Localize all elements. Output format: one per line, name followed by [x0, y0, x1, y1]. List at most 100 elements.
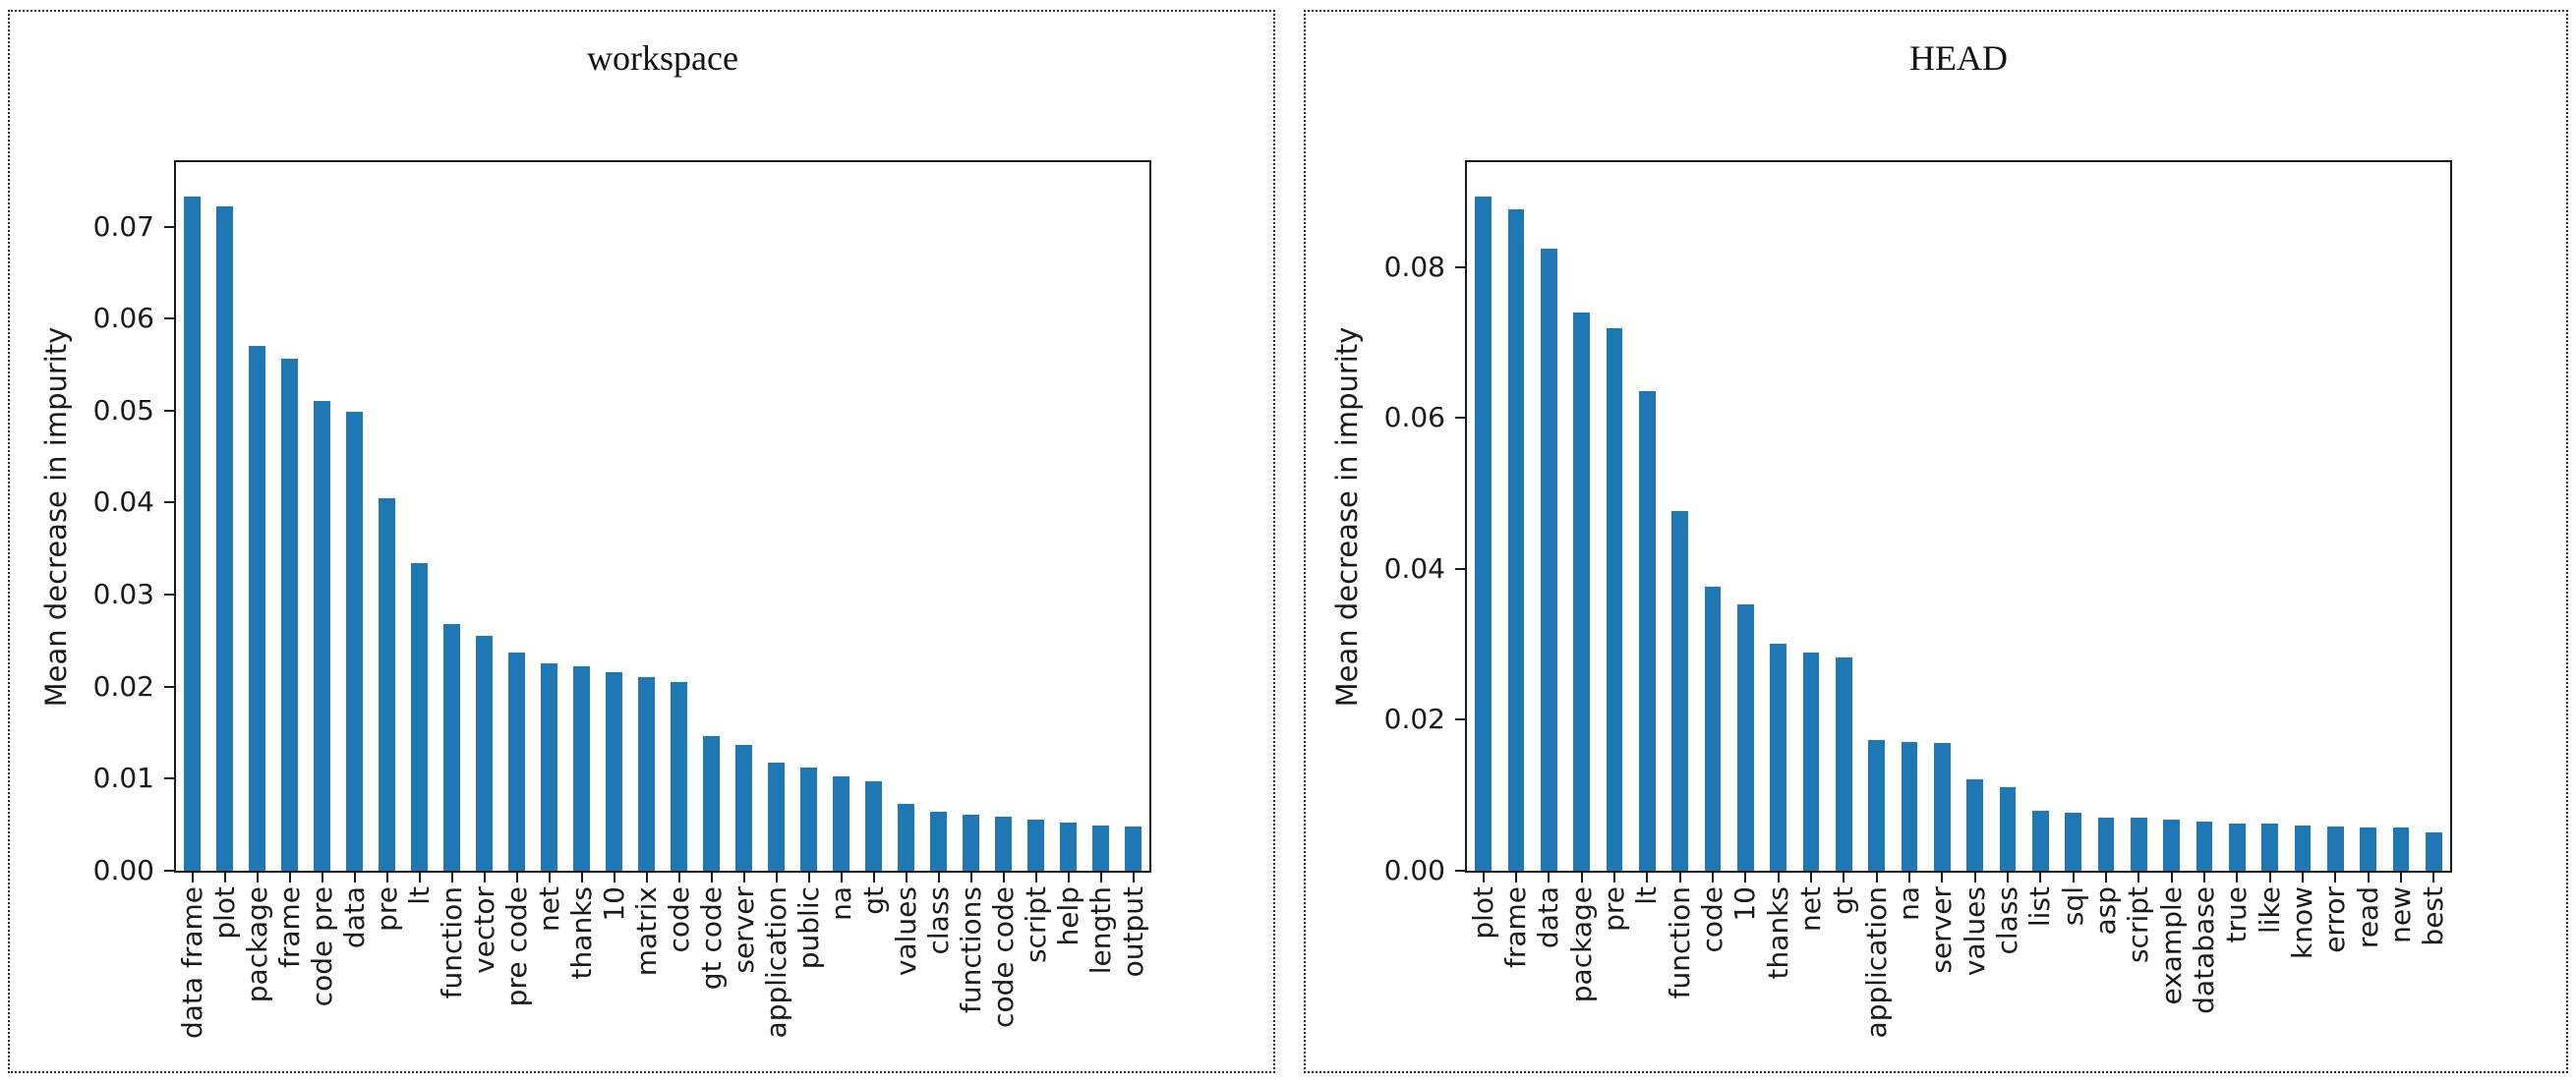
y-tick — [164, 870, 174, 872]
bar — [1868, 740, 1885, 871]
bar — [1802, 653, 1820, 871]
x-tick-label: code — [1696, 886, 1728, 953]
y-tick-label: 0.00 — [92, 854, 154, 886]
bar — [1999, 786, 2017, 871]
x-tick-label: script — [1019, 886, 1052, 964]
bar — [2294, 825, 2312, 871]
x-tick — [1613, 873, 1615, 883]
bar — [606, 671, 622, 871]
y-tick — [164, 594, 174, 597]
y-axis-label: Mean decrease in impurity — [1330, 326, 1364, 707]
x-tick — [872, 873, 875, 883]
x-tick-label: read — [2351, 886, 2384, 949]
x-tick-label: pre code — [499, 886, 533, 1007]
y-tick-label: 0.08 — [1383, 250, 1445, 283]
x-tick-label: class — [1991, 886, 2023, 955]
x-tick-label: public — [791, 886, 825, 970]
bar — [1966, 779, 1983, 871]
bar — [379, 497, 395, 871]
bar — [735, 744, 752, 871]
x-tick-label: like — [2253, 886, 2286, 935]
bar — [443, 624, 460, 871]
x-tick — [515, 873, 518, 883]
bar — [930, 812, 947, 871]
x-tick — [483, 873, 486, 883]
bar — [314, 401, 330, 871]
bar — [1475, 196, 1492, 871]
x-tick-label: error — [2318, 886, 2352, 953]
x-tick — [2334, 873, 2337, 883]
bar — [2097, 818, 2115, 871]
bar — [476, 636, 493, 871]
bar — [768, 762, 785, 871]
bar — [995, 816, 1012, 871]
bar — [865, 781, 882, 871]
bar — [508, 653, 525, 871]
x-tick-label: script — [2122, 886, 2155, 964]
x-tick — [840, 873, 843, 883]
x-tick — [2072, 873, 2075, 883]
x-tick — [1712, 873, 1714, 883]
bar — [2163, 819, 2180, 871]
x-tick-label: values — [1958, 886, 1991, 977]
chart-title-workspace: workspace — [587, 38, 738, 78]
x-tick-label: plot — [1466, 886, 1499, 940]
x-tick — [2367, 873, 2370, 883]
bar — [2360, 827, 2376, 871]
bar — [2131, 818, 2147, 871]
x-tick — [937, 873, 940, 883]
x-tick — [2236, 873, 2239, 883]
x-tick-label: 10 — [597, 886, 630, 922]
y-tick — [1455, 417, 1465, 420]
x-tick-label: thanks — [564, 886, 598, 980]
bar — [184, 196, 201, 871]
y-tick — [164, 777, 174, 780]
x-tick-label: net — [1794, 886, 1827, 932]
x-tick-label: example — [2154, 886, 2188, 1005]
x-tick-label: vector — [467, 886, 500, 974]
x-tick-label: package — [240, 886, 273, 1003]
x-tick-label: code pre — [305, 886, 338, 1007]
x-tick-label: function — [1663, 886, 1696, 999]
x-tick-label: application — [759, 886, 792, 1039]
bar — [2392, 827, 2410, 871]
bar — [2229, 824, 2246, 871]
bar — [833, 775, 849, 871]
x-tick — [613, 873, 615, 883]
x-tick — [2137, 873, 2140, 883]
x-tick-label: pre — [1598, 886, 1630, 932]
x-tick — [256, 873, 259, 883]
x-tick-label: output — [1116, 886, 1149, 978]
bar — [1770, 643, 1786, 871]
x-tick-label: frame — [272, 886, 306, 969]
x-tick — [742, 873, 745, 883]
bar — [2261, 824, 2278, 871]
x-tick — [677, 873, 680, 883]
x-tick — [1941, 873, 1944, 883]
bar — [2327, 826, 2344, 871]
panel-workspace: workspace Mean decrease in impurity 0.00… — [8, 10, 1275, 1073]
x-tick — [1875, 873, 1878, 883]
x-tick-label: na — [824, 886, 857, 921]
x-tick — [1067, 873, 1070, 883]
x-tick-label: matrix — [629, 886, 663, 977]
y-tick — [164, 685, 174, 688]
x-tick — [2432, 873, 2435, 883]
bar — [1737, 603, 1754, 871]
x-tick-label: best — [2417, 886, 2450, 946]
x-tick — [969, 873, 972, 883]
x-tick — [1132, 873, 1135, 883]
bar — [249, 346, 265, 871]
x-tick — [645, 873, 648, 883]
x-tick-label: help — [1051, 886, 1084, 946]
x-tick — [450, 873, 453, 883]
x-tick-label: gt — [856, 886, 890, 915]
x-tick-label: code — [662, 886, 695, 953]
y-tick-label: 0.00 — [1383, 854, 1445, 886]
x-tick-label: server — [727, 886, 760, 974]
bar — [281, 359, 298, 871]
x-tick — [1777, 873, 1780, 883]
x-tick — [2268, 873, 2271, 883]
x-tick-label: gt — [1827, 886, 1860, 915]
x-tick-label: thanks — [1761, 886, 1794, 980]
